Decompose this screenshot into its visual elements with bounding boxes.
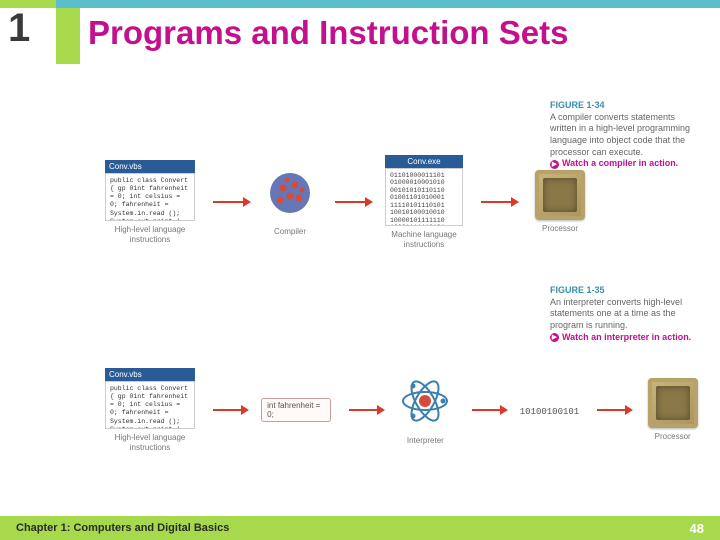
source-code-label: High-level language instructions xyxy=(105,225,195,244)
figure-35-text: An interpreter converts high-level state… xyxy=(550,297,682,330)
slide-title: Programs and Instruction Sets xyxy=(88,14,568,52)
footer-bar: Chapter 1: Computers and Digital Basics … xyxy=(0,516,720,540)
play-icon: ▶ xyxy=(550,333,559,342)
processor-label: Processor xyxy=(531,224,589,234)
arrow-icon xyxy=(481,201,513,203)
compiler-icon xyxy=(265,168,315,218)
arrow-icon xyxy=(335,201,367,203)
arrow-icon xyxy=(472,409,502,411)
slide-content: FIGURE 1-34 A compiler converts statemen… xyxy=(105,100,700,500)
arrow-icon xyxy=(349,409,379,411)
statement-pill: int fahrenheit = 0; xyxy=(261,398,331,422)
page-number: 48 xyxy=(690,521,704,536)
chapter-number: 1 xyxy=(8,6,30,51)
source-code-block: Conv.vbs public class Convert { gp 0int … xyxy=(105,160,195,244)
compiler-flow-row: Conv.vbs public class Convert { gp 0int … xyxy=(105,155,589,249)
interpreter-block: Interpreter xyxy=(397,375,454,446)
footer-chapter: Chapter 1: Computers and Digital Basics xyxy=(16,522,229,534)
code-window-body: public class Convert { gp 0int fahrenhei… xyxy=(105,173,195,221)
arrow-icon xyxy=(597,409,627,411)
arrow-icon xyxy=(213,201,245,203)
processor-block-2: Processor xyxy=(645,378,700,442)
binary-inline: 10100100101 xyxy=(520,401,579,419)
title-green-block xyxy=(56,8,80,64)
mcode-label: Machine language instructions xyxy=(385,230,463,249)
mcode-body: 01101000011101 01000010001010 0010101011… xyxy=(385,168,463,226)
figure-35-number: FIGURE 1-35 xyxy=(550,285,605,295)
source-code-label-2: High-level language instructions xyxy=(105,433,195,452)
figure-34-number: FIGURE 1-34 xyxy=(550,100,605,110)
figure-34-text: A compiler converts statements written i… xyxy=(550,112,690,157)
binary-text: 10100100101 xyxy=(520,407,579,417)
mcode-title: Conv.exe xyxy=(385,155,463,168)
processor-icon xyxy=(535,170,585,220)
processor-label-2: Processor xyxy=(645,432,700,442)
code-window-body-2: public class Convert { gp 0int fahrenhei… xyxy=(105,381,195,429)
figure-35-watch: Watch an interpreter in action. xyxy=(562,332,691,342)
figure-35-caption: FIGURE 1-35 An interpreter converts high… xyxy=(550,285,700,343)
statement-text: int fahrenheit = 0; xyxy=(261,398,331,422)
interpreter-label: Interpreter xyxy=(397,436,454,446)
machine-code-block: Conv.exe 01101000011101 01000010001010 0… xyxy=(385,155,463,249)
compiler-label: Compiler xyxy=(263,227,317,237)
processor-block: Processor xyxy=(531,170,589,234)
code-window-title-2: Conv.vbs xyxy=(105,368,195,381)
code-window-title: Conv.vbs xyxy=(105,160,195,173)
arrow-icon xyxy=(213,409,243,411)
top-accent-bar xyxy=(0,0,720,8)
source-code-block-2: Conv.vbs public class Convert { gp 0int … xyxy=(105,368,195,452)
compiler-block: Compiler xyxy=(263,168,317,237)
interpreter-icon xyxy=(399,375,451,427)
processor-icon xyxy=(648,378,698,428)
interpreter-flow-row: Conv.vbs public class Convert { gp 0int … xyxy=(105,368,700,452)
